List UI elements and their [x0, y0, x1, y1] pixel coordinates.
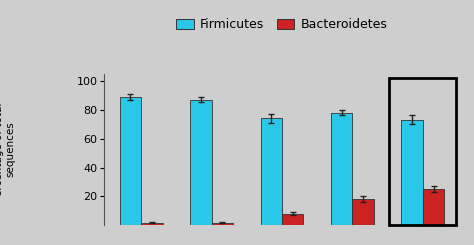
Bar	[141, 222, 163, 225]
Bar	[190, 99, 211, 225]
Bar	[353, 199, 374, 225]
Bar	[211, 222, 233, 225]
Bar	[401, 120, 423, 225]
Text: ercentage of total
sequences: ercentage of total sequences	[0, 103, 16, 196]
Legend: Firmicutes, Bacteroidetes: Firmicutes, Bacteroidetes	[174, 16, 390, 34]
Bar	[423, 189, 444, 225]
Bar	[261, 118, 282, 225]
Bar	[282, 214, 303, 225]
Bar	[331, 112, 353, 225]
Bar	[120, 97, 141, 225]
Bar	[389, 78, 456, 225]
